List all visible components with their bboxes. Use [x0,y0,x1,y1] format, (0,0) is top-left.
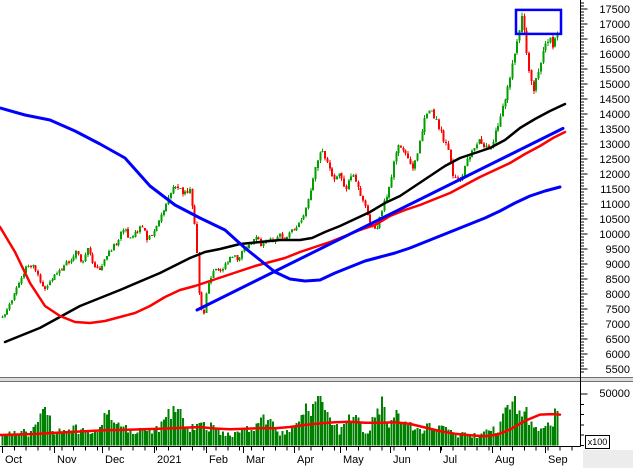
volume-ma-red [0,412,562,438]
ma-longest-blue [0,106,562,283]
price-tick-label: 10500 [599,214,630,226]
price-tick-label: 7000 [606,319,630,331]
price-tick-label: 13500 [599,124,630,136]
volume-axis-major-label: 50000 [599,388,630,400]
x-axis-label: Sep [548,454,568,466]
price-tick-label: 12500 [599,154,630,166]
price-tick-label: 16500 [599,34,630,46]
price-tick-label: 11500 [600,184,630,196]
x-axis-label: Jun [393,454,411,466]
price-tick-label: 6000 [606,349,630,361]
price-tick-label: 8500 [606,274,630,286]
highlight-box [514,8,563,36]
x-axis-label: Nov [57,454,77,466]
price-tick-label: 16000 [599,49,630,61]
x-axis-label: Jul [443,454,457,466]
price-tick-label: 17500 [599,4,630,16]
price-tick-label: 8000 [606,289,630,301]
time-axis: Oct Nov Dec 2021 Feb Mar Apr May Jun Jul Aug Sep [0,446,581,466]
price-tick-label: 12000 [599,169,630,181]
price-tick-label: 9000 [606,259,630,271]
x-axis-label: Dec [105,454,125,466]
price-tick-label: 6500 [606,334,630,346]
price-tick-label: 13000 [599,139,630,151]
axis-corner [583,450,633,468]
x-axis-label: Aug [495,454,515,466]
x-axis-label: Mar [246,454,265,466]
price-tick-label: 17000 [599,19,630,31]
price-tick-label: 5500 [606,364,630,376]
price-tick-label: 11000 [600,199,630,211]
volume-series [1,396,559,446]
highlight-box-rect[interactable] [514,8,563,36]
x-axis-label: Feb [209,454,228,466]
ma-long-red [0,130,567,325]
x-axis-label: 2021 [157,454,181,466]
price-tick-label: 9500 [606,244,630,256]
price-axis: 17500 17000 16500 16000 15500 15000 14500 14000… [580,0,630,447]
ma-medium-black [3,102,567,344]
price-tick-label: 10000 [599,229,630,241]
x-axis-label: Oct [5,454,22,466]
price-tick-label: 14000 [599,109,630,121]
volume-axis [580,393,588,446]
price-tick-label: 14500 [599,94,630,106]
price-tick-label: 7500 [606,304,630,316]
price-tick-label: 15000 [599,79,630,91]
price-tick-label: 15500 [599,64,630,76]
x-axis-label: May [343,454,364,466]
volume-unit-label: x100 [585,435,610,449]
panel-divider [0,377,633,382]
support-trendline [195,126,565,312]
x-axis-label: Apr [297,454,314,466]
